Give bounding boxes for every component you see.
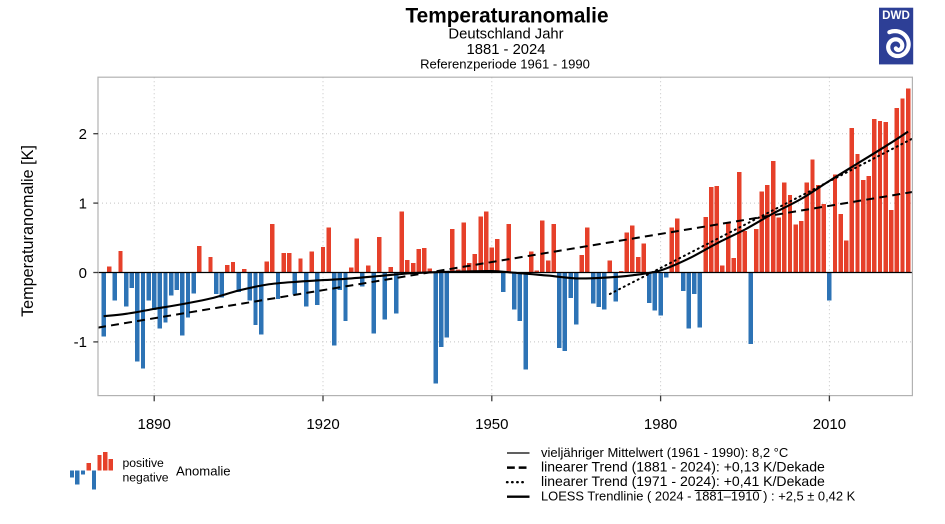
svg-text:negative: negative: [123, 471, 169, 485]
svg-text:Temperaturanomalie [K]: Temperaturanomalie [K]: [19, 145, 37, 317]
svg-text:Deutschland Jahr: Deutschland Jahr: [448, 26, 563, 42]
svg-text:DWD: DWD: [882, 9, 910, 22]
svg-text:1890: 1890: [138, 416, 171, 433]
svg-text:Anomalie: Anomalie: [176, 464, 231, 479]
svg-text:0: 0: [79, 265, 87, 282]
svg-text:-1: -1: [74, 334, 87, 351]
svg-text:1950: 1950: [475, 416, 508, 433]
svg-text:2: 2: [79, 126, 87, 143]
svg-text:LOESS Trendlinie ( 2024 - 1881: LOESS Trendlinie ( 2024 - 1881–1910 ) : …: [541, 489, 856, 504]
svg-text:vieljähriger Mittelwert (1961: vieljähriger Mittelwert (1961 - 1990): 8…: [541, 445, 788, 460]
svg-text:linearer Trend (1971 - 2024):: linearer Trend (1971 - 2024): +0,41 K/De…: [541, 473, 825, 489]
svg-text:Temperaturanomalie: Temperaturanomalie: [405, 5, 608, 28]
svg-text:1881 - 2024: 1881 - 2024: [467, 42, 546, 58]
svg-text:1: 1: [79, 195, 87, 212]
svg-text:positive: positive: [123, 456, 165, 470]
svg-text:linearer Trend (1881 - 2024):: linearer Trend (1881 - 2024): +0,13 K/De…: [541, 458, 825, 474]
svg-text:1920: 1920: [306, 416, 339, 433]
svg-text:1980: 1980: [644, 416, 677, 433]
svg-text:2010: 2010: [813, 416, 846, 433]
svg-text:Referenzperiode 1961 - 1990: Referenzperiode 1961 - 1990: [420, 57, 590, 72]
